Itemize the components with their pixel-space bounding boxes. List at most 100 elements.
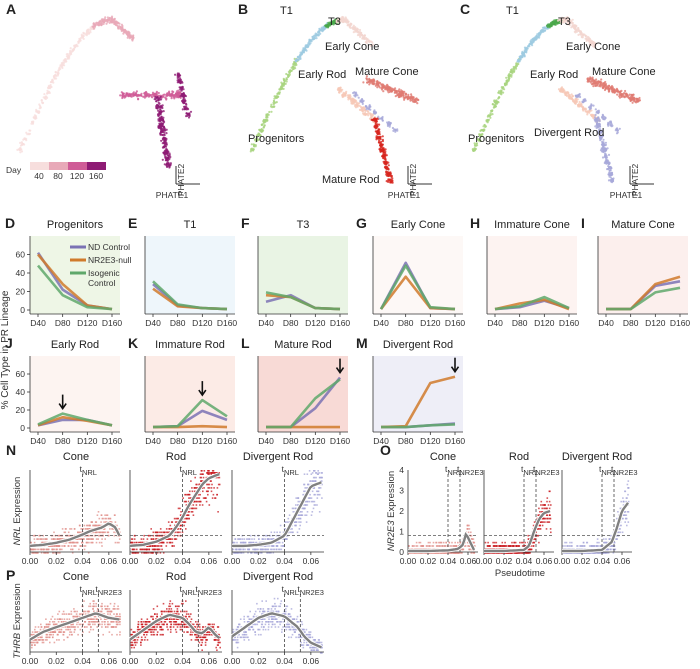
expression-point — [174, 538, 176, 540]
cell-point — [250, 143, 253, 146]
expression-point — [133, 538, 136, 540]
onset-label: tNRL — [80, 464, 97, 477]
expression-point — [136, 548, 138, 551]
cell-point — [601, 144, 605, 147]
expression-point — [212, 493, 215, 496]
cell-point — [632, 96, 635, 99]
cell-point — [629, 99, 632, 102]
cell-point — [354, 106, 358, 109]
expression-point — [173, 517, 176, 520]
cell-point — [174, 73, 177, 76]
cell-point — [94, 24, 97, 27]
y-tick-label: 0 — [20, 423, 25, 433]
cell-point — [587, 106, 591, 109]
cell-point — [163, 163, 166, 166]
chart-title: Divergent Rod — [383, 339, 453, 351]
expression-point — [100, 514, 103, 516]
expression-point — [69, 528, 71, 530]
cell-point — [157, 118, 160, 121]
expression-point — [190, 507, 193, 510]
cell-point — [53, 76, 56, 79]
expression-point — [96, 531, 98, 534]
panel-label: D — [5, 215, 15, 231]
cell-point — [577, 33, 580, 37]
expression-point — [167, 521, 170, 523]
cell-point — [381, 140, 384, 143]
cell-point — [574, 24, 577, 28]
cell-point — [389, 88, 392, 91]
cell-point — [598, 118, 601, 121]
expression-point — [113, 514, 116, 516]
expression-point — [179, 531, 181, 534]
expression-point — [88, 541, 90, 544]
cell-point — [25, 139, 28, 142]
expression-point — [104, 538, 106, 540]
expression-point — [103, 531, 105, 534]
cell-point — [157, 91, 160, 95]
cell-point — [35, 110, 38, 113]
cell-point — [512, 65, 515, 69]
expression-point — [175, 531, 177, 534]
expression-point — [73, 528, 76, 530]
expression-point — [189, 490, 191, 493]
expression-point — [218, 483, 221, 486]
cell-point — [601, 113, 604, 116]
cell-point — [590, 83, 594, 86]
expression-point — [64, 528, 67, 530]
cell-point — [48, 85, 52, 88]
x-tick-label: D80 — [170, 436, 186, 446]
cell-point — [571, 95, 575, 98]
cell-point — [603, 152, 607, 155]
cell-point — [289, 69, 292, 73]
cell-point — [608, 163, 611, 166]
cell-point — [155, 100, 158, 103]
expression-point — [58, 545, 61, 547]
cell-point — [567, 93, 570, 96]
cell-point — [266, 113, 269, 116]
cell-point — [137, 97, 140, 100]
expression-point — [141, 548, 144, 551]
expression-point — [199, 504, 201, 506]
cell-point — [378, 86, 381, 89]
cell-point — [611, 178, 614, 182]
x-tick-label: D40 — [258, 318, 274, 328]
expression-point — [105, 517, 108, 520]
cell-point — [130, 93, 133, 96]
expression-point — [205, 500, 208, 503]
panel-label: A — [6, 1, 16, 17]
cell-point — [162, 116, 165, 119]
cell-point — [168, 166, 171, 169]
expression-point — [169, 538, 172, 540]
cell-point — [278, 88, 281, 91]
cell-point — [178, 74, 181, 77]
expression-point — [79, 531, 81, 534]
cell-point — [605, 161, 609, 164]
chart-title: Mature Rod — [274, 339, 331, 351]
cell-point — [300, 53, 303, 56]
cell-point — [486, 119, 489, 122]
cell-point — [158, 111, 161, 114]
expression-point — [304, 487, 306, 489]
cluster-label-t3: T3 — [328, 16, 341, 28]
cell-point — [292, 67, 295, 71]
cell-point — [565, 93, 568, 97]
x-tick-label: 0.00 — [22, 556, 39, 566]
cell-point — [613, 90, 617, 93]
cell-point — [393, 91, 396, 94]
expression-point — [310, 480, 312, 482]
cell-point — [296, 58, 299, 61]
cell-point — [153, 98, 156, 101]
expression-point — [84, 545, 87, 547]
cell-point — [54, 74, 57, 77]
expression-point — [94, 524, 96, 527]
expression-point — [140, 538, 143, 540]
cell-point — [33, 114, 37, 117]
expression-point — [188, 497, 190, 499]
cell-point — [315, 34, 319, 37]
cell-point — [162, 118, 165, 122]
cell-point — [596, 119, 599, 122]
cell-point — [265, 118, 268, 121]
cell-point — [44, 96, 47, 99]
